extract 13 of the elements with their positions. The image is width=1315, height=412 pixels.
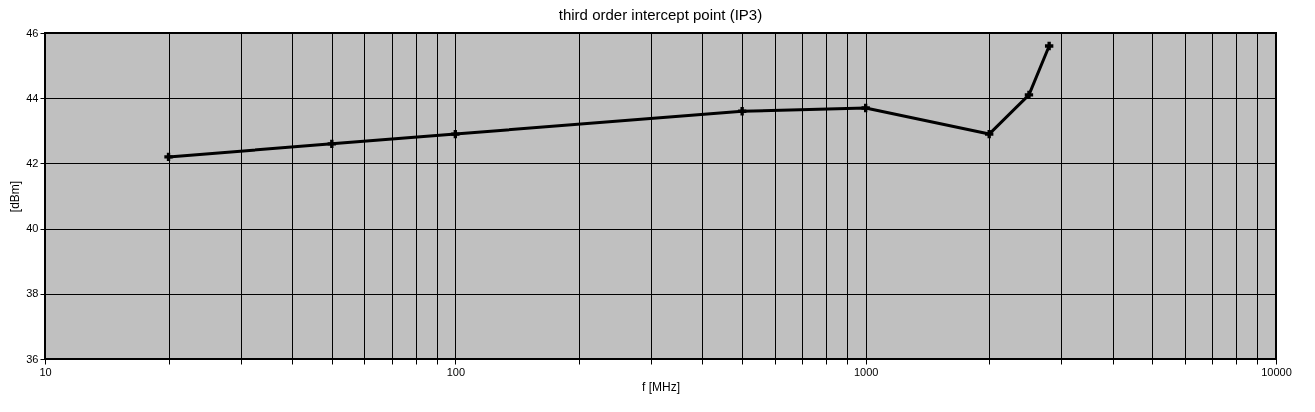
- x-tick-label: 10000: [1261, 365, 1292, 378]
- y-tick-label: 40: [26, 222, 39, 235]
- y-tick-label: 36: [26, 352, 39, 365]
- x-tick-label: 1000: [853, 365, 879, 378]
- y-tick-label: 42: [26, 156, 39, 169]
- x-tick-label: 10: [39, 365, 52, 378]
- x-tick-label: 100: [446, 365, 466, 378]
- y-tick-label: 46: [26, 26, 39, 39]
- chart-title: third order intercept point (IP3): [558, 6, 763, 23]
- y-tick-label: 44: [26, 91, 39, 104]
- y-axis-title: [dBm]: [8, 180, 23, 213]
- y-tick-label: 38: [26, 287, 39, 300]
- x-axis-title: f [MHz]: [642, 379, 680, 394]
